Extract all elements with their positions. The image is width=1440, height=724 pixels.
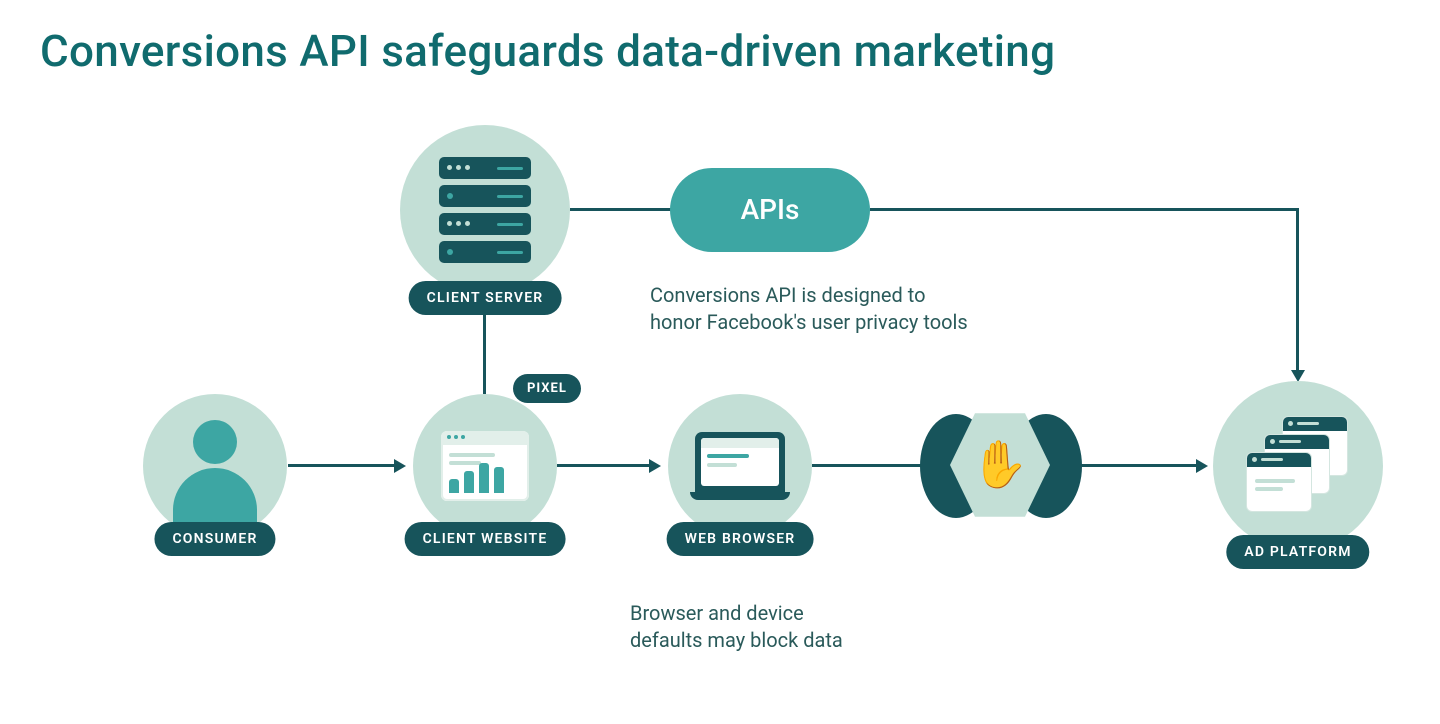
caption-browser-line2: defaults may block data — [630, 627, 843, 654]
arrow-block-adplatform — [1196, 459, 1208, 473]
client-server-circle — [400, 125, 570, 295]
page-title: Conversions API safeguards data-driven m… — [40, 25, 1055, 77]
node-consumer: CONSUMER — [143, 394, 287, 538]
client-website-circle — [413, 394, 557, 538]
node-web-browser: WEB BROWSER — [668, 394, 812, 538]
cards-icon — [1243, 411, 1353, 521]
edge-apis-down — [1296, 208, 1299, 370]
consumer-label: CONSUMER — [154, 522, 275, 556]
ad-platform-label: AD PLATFORM — [1226, 535, 1369, 569]
ad-platform-circle — [1213, 381, 1383, 551]
apis-node: APIs — [670, 168, 870, 252]
web-browser-label: WEB BROWSER — [667, 522, 814, 556]
caption-browser-line1: Browser and device — [630, 600, 843, 627]
person-icon — [143, 394, 287, 538]
caption-api-note: Conversions API is designed to honor Fac… — [650, 282, 968, 336]
diagram-canvas: Conversions API safeguards data-driven m… — [0, 0, 1440, 724]
node-block: ✋ — [920, 410, 1082, 522]
caption-api-line1: Conversions API is designed to — [650, 282, 968, 309]
server-icon — [439, 157, 531, 263]
edge-website-server — [483, 306, 486, 394]
edge-website-browser — [557, 464, 649, 467]
arrow-consumer-website — [394, 459, 406, 473]
web-browser-circle — [668, 394, 812, 538]
node-ad-platform: AD PLATFORM — [1213, 381, 1383, 551]
client-website-label: CLIENT WEBSITE — [405, 522, 566, 556]
consumer-circle — [143, 394, 287, 538]
edge-apis-right — [870, 208, 1298, 211]
edge-consumer-website — [288, 464, 394, 467]
node-client-website: PIXEL CLIENT WEBSITE — [413, 394, 557, 538]
edge-browser-block — [812, 464, 937, 467]
arrow-website-browser — [649, 459, 661, 473]
edge-block-adplatform — [1062, 464, 1196, 467]
laptop-icon — [690, 432, 790, 500]
dashboard-icon — [441, 431, 529, 501]
caption-browser-note: Browser and device defaults may block da… — [630, 600, 843, 654]
node-client-server: CLIENT SERVER — [400, 125, 570, 295]
pixel-badge: PIXEL — [513, 374, 581, 403]
edge-server-apis — [570, 208, 678, 211]
client-server-label: CLIENT SERVER — [409, 281, 562, 315]
caption-api-line2: honor Facebook's user privacy tools — [650, 309, 968, 336]
